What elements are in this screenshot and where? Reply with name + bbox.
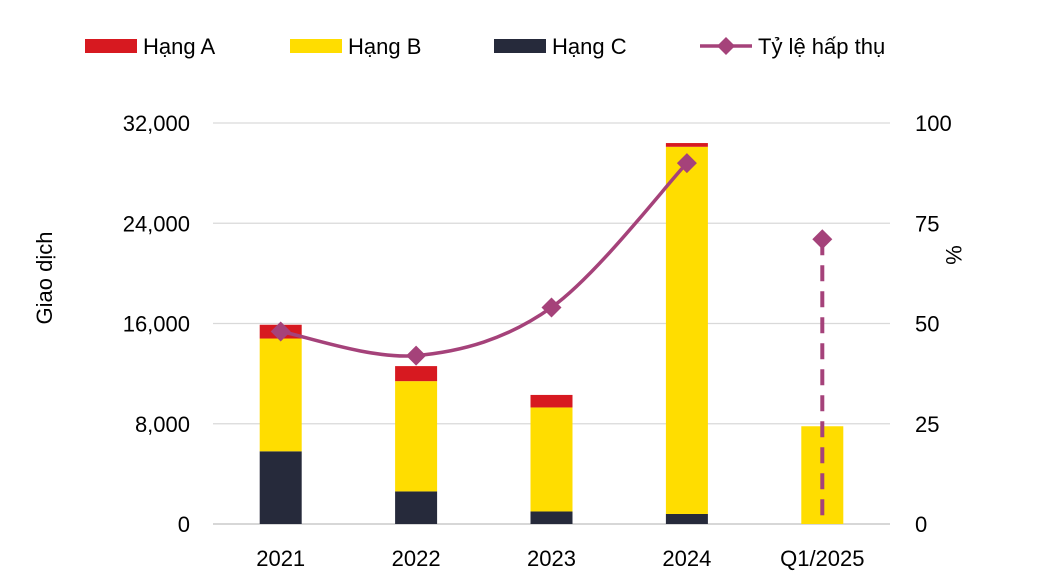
y-tick-label-right: 0 [915, 512, 927, 537]
y-tick-label-left: 24,000 [123, 211, 190, 236]
x-tick-label: 2021 [256, 546, 305, 571]
bar-segment-hạng-b [530, 407, 573, 512]
legend-label: Hạng A [143, 34, 215, 59]
absorption-point [676, 153, 697, 174]
x-tick-label: 2024 [662, 546, 711, 571]
legend-label: Hạng C [552, 34, 627, 59]
legend-swatch [290, 39, 342, 53]
y-tick-label-left: 32,000 [123, 111, 190, 136]
legend-swatch [494, 39, 546, 53]
legend: Hạng A Hạng B Hạng C Tỷ lệ hấp thụ [85, 34, 885, 59]
x-tick-label: 2023 [527, 546, 576, 571]
bar-segment-hạng-b [395, 381, 438, 492]
legend-swatch [85, 39, 137, 53]
x-tick-label: Q1/2025 [780, 546, 864, 571]
y-tick-label-left: 16,000 [123, 312, 190, 337]
bar-segment-hạng-a [665, 143, 708, 147]
absorption-point [270, 321, 291, 342]
bar-segment-hạng-c [665, 513, 708, 524]
legend-marker [717, 37, 735, 55]
y-tick-label-left: 8,000 [135, 412, 190, 437]
y-tick-label-right: 75 [915, 211, 939, 236]
y-axis-left-ticks: 0 8,000 16,000 24,000 32,000 [123, 111, 190, 537]
y-tick-label-left: 0 [178, 512, 190, 537]
bar-segment-hạng-c [259, 451, 302, 524]
legend-label: Hạng B [348, 34, 421, 59]
absorption-point [812, 229, 833, 250]
y-axis-right-title: % [941, 245, 966, 265]
y-tick-label-right: 50 [915, 312, 939, 337]
bar-segment-hạng-c [395, 491, 438, 524]
y-axis-left-title: Giao dịch [32, 232, 57, 325]
y-tick-label-right: 100 [915, 111, 952, 136]
legend-label: Tỷ lệ hấp thụ [758, 34, 885, 59]
bar-segment-hạng-c [530, 511, 573, 524]
x-tick-label: 2022 [392, 546, 441, 571]
bar-segment-hạng-b [259, 338, 302, 452]
absorption-point [541, 297, 562, 318]
bars [259, 143, 844, 524]
absorption-point [406, 345, 427, 366]
x-axis-ticks: 2021 2022 2023 2024 Q1/2025 [256, 546, 864, 571]
absorption-line-path [280, 161, 689, 358]
bar-segment-hạng-a [395, 366, 438, 382]
y-axis-right-ticks: 0 25 50 75 100 [915, 111, 952, 537]
y-tick-label-right: 25 [915, 412, 939, 437]
bar-segment-hạng-b [665, 146, 708, 514]
absorption-line [270, 153, 833, 520]
bar-segment-hạng-a [530, 394, 573, 408]
